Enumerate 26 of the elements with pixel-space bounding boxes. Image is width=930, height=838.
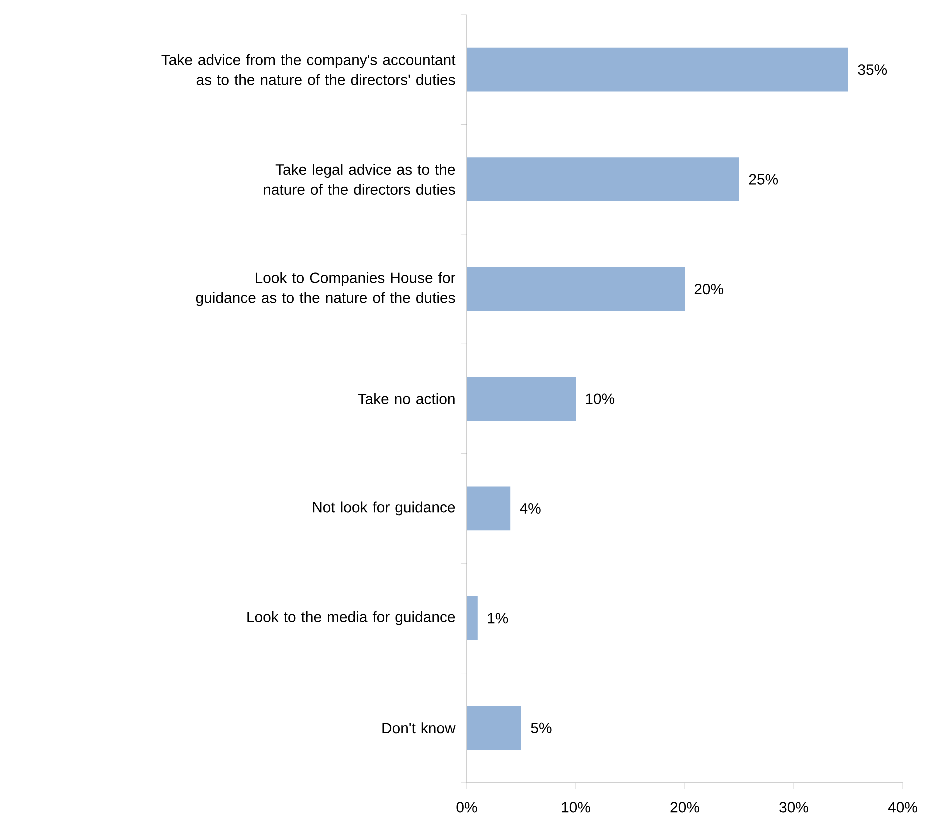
bar [466, 486, 511, 531]
x-tick-label: 30% [780, 802, 808, 813]
y-tick-label: Look to Companies House for guidance as to the nature of the duties [196, 272, 456, 306]
y-tick-label: Take legal advice as to the nature of the directors duties [264, 164, 456, 196]
bar [466, 48, 848, 92]
y-tick-label: Take advice from the company's accountant as to the nature of the directors' duties [162, 54, 456, 86]
data-label: 4% [520, 503, 541, 514]
data-label: 20% [694, 284, 724, 295]
y-tick-label: Don't know [382, 722, 456, 734]
bar [466, 377, 576, 421]
bar [466, 596, 478, 640]
x-tick-label: 10% [562, 802, 590, 813]
y-tick-label: Take no action [358, 394, 455, 404]
data-label: 10% [586, 394, 615, 404]
y-tick-label: Look to the media for guidance [248, 611, 456, 626]
x-tick-label: 40% [888, 802, 918, 813]
x-tick-label: 20% [670, 802, 700, 813]
data-label: 1% [488, 613, 508, 624]
data-label: 25% [749, 174, 778, 185]
bar [466, 706, 522, 750]
y-tick-label: Not look for guidance [313, 502, 456, 516]
data-label: 5% [531, 722, 552, 734]
data-label: 35% [858, 64, 888, 76]
bar [466, 158, 740, 202]
bar [466, 267, 685, 312]
x-tick-label: 0% [456, 802, 478, 813]
